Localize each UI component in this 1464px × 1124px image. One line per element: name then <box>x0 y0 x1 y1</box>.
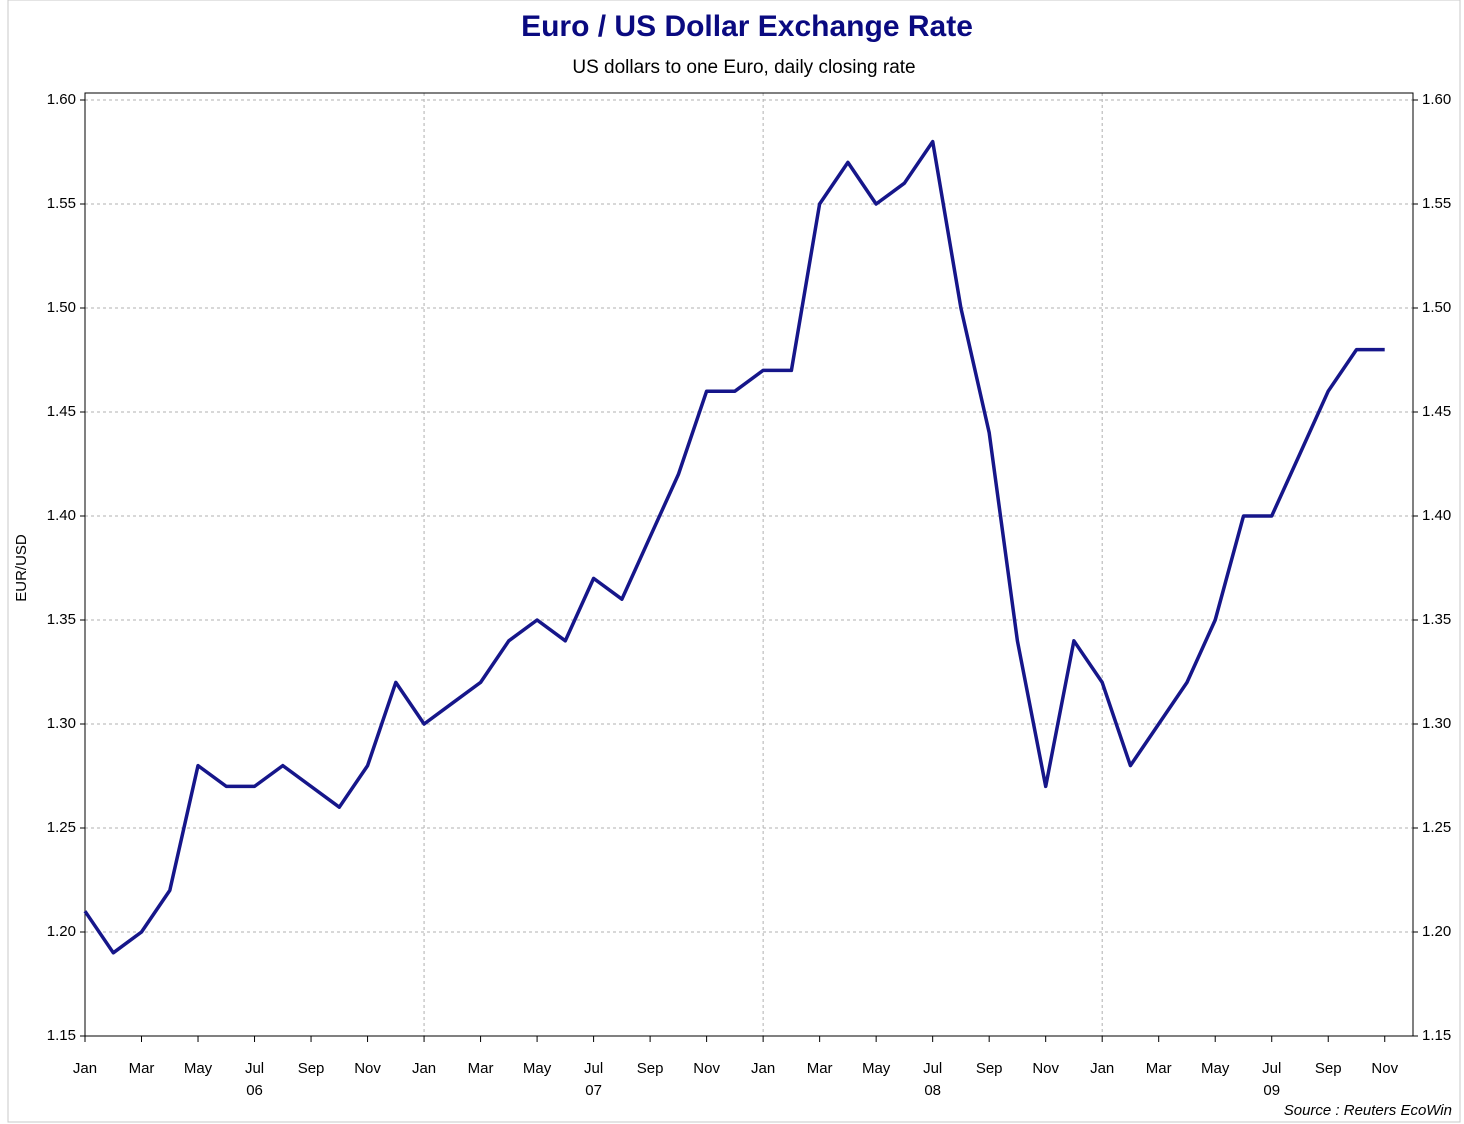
x-tick-label: Jul <box>923 1060 942 1077</box>
x-tick-label: Nov <box>1032 1060 1059 1077</box>
x-tick-label: Jan <box>751 1060 775 1077</box>
x-tick-label: Mar <box>1146 1060 1172 1077</box>
y-tick-label: 1.35 <box>47 611 76 628</box>
x-tick-label: Nov <box>693 1060 720 1077</box>
x-tick-label: Sep <box>298 1060 325 1077</box>
y2-tick-label: 1.25 <box>1422 819 1451 836</box>
y2-tick-label: 1.55 <box>1422 195 1451 212</box>
year-label: 08 <box>924 1082 941 1099</box>
y2-tick-label: 1.40 <box>1422 507 1451 524</box>
x-tick-label: Nov <box>354 1060 381 1077</box>
y-tick-label: 1.40 <box>47 507 76 524</box>
y-tick-label: 1.60 <box>47 91 76 108</box>
y2-tick-label: 1.15 <box>1422 1027 1451 1044</box>
year-label: 06 <box>246 1082 263 1099</box>
x-tick-label: May <box>862 1060 891 1077</box>
y-tick-label: 1.45 <box>47 403 76 420</box>
y-tick-label: 1.55 <box>47 195 76 212</box>
x-tick-label: Jul <box>1262 1060 1281 1077</box>
x-tick-label: Jan <box>1090 1060 1114 1077</box>
x-tick-label: Mar <box>129 1060 155 1077</box>
source-note: Source : Reuters EcoWin <box>1284 1102 1452 1119</box>
x-tick-label: Sep <box>1315 1060 1342 1077</box>
y-tick-label: 1.50 <box>47 299 76 316</box>
y2-tick-label: 1.50 <box>1422 299 1451 316</box>
data-line <box>83 139 1385 955</box>
frame <box>7 0 1461 1123</box>
x-tick-label: May <box>1201 1060 1230 1077</box>
x-tick-label: Mar <box>468 1060 494 1077</box>
plot-frame <box>84 92 1414 1037</box>
x-tick-label: Jul <box>245 1060 264 1077</box>
x-tick-label: Jul <box>584 1060 603 1077</box>
y-tick-label: 1.25 <box>47 819 76 836</box>
x-tick-label: Jan <box>73 1060 97 1077</box>
x-tick-label: May <box>523 1060 552 1077</box>
x-tick-label: Jan <box>412 1060 436 1077</box>
chart-title: Euro / US Dollar Exchange Rate <box>521 10 973 43</box>
year-label: 09 <box>1263 1082 1280 1099</box>
y2-tick-label: 1.20 <box>1422 923 1451 940</box>
chart-subtitle: US dollars to one Euro, daily closing ra… <box>572 57 915 78</box>
x-tick-label: May <box>184 1060 213 1077</box>
y2-tick-label: 1.30 <box>1422 715 1451 732</box>
y-tick-label: 1.20 <box>47 923 76 940</box>
x-tick-label: Sep <box>976 1060 1003 1077</box>
y2-tick-label: 1.45 <box>1422 403 1451 420</box>
x-tick-label: Mar <box>807 1060 833 1077</box>
x-tick-label: Sep <box>637 1060 664 1077</box>
x-tick-label: Nov <box>1371 1060 1398 1077</box>
y2-tick-label: 1.35 <box>1422 611 1451 628</box>
y-axis-label: EUR/USD <box>13 534 30 602</box>
year-label: 07 <box>585 1082 602 1099</box>
y-tick-label: 1.30 <box>47 715 76 732</box>
y-tick-label: 1.15 <box>47 1027 76 1044</box>
y2-tick-label: 1.60 <box>1422 91 1451 108</box>
